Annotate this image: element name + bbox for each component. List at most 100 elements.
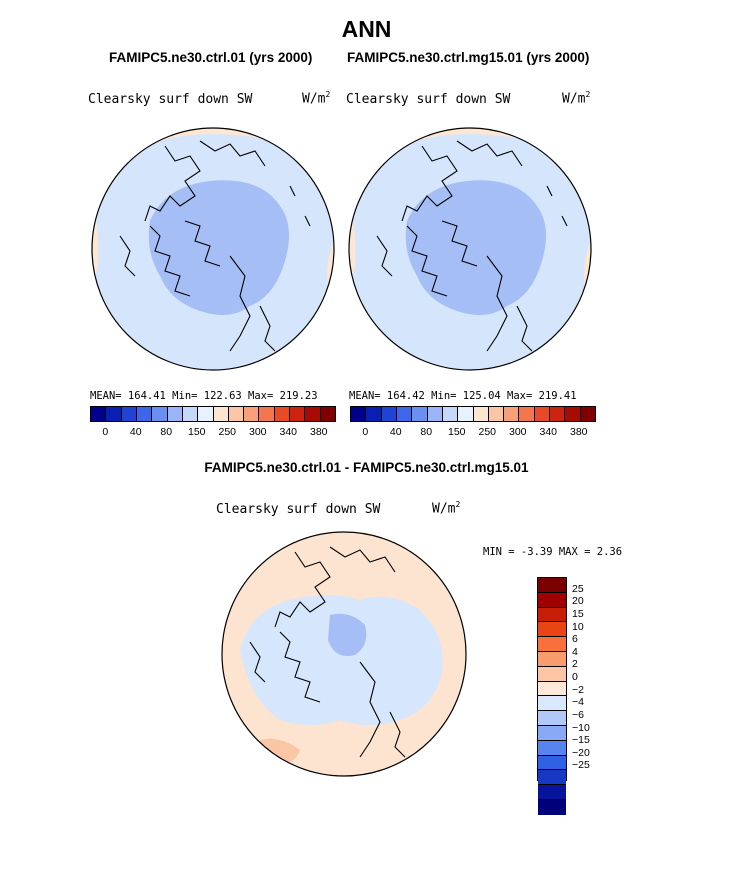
diff-colorbar-tick-label: 10	[572, 620, 584, 633]
diff-variable-label: Clearsky surf down SW	[216, 502, 381, 517]
colorbar-tick-label: 80	[160, 426, 173, 438]
colorbar-swatch	[91, 407, 107, 421]
diff-colorbar-swatch	[538, 578, 566, 593]
panel1-variable-label: Clearsky surf down SW	[88, 92, 253, 107]
panel2-map-border	[348, 127, 592, 371]
diff-colorbar-swatch	[538, 592, 566, 608]
panel2-colorbar-ticks: 0 40 80 150 250 300 340 380	[350, 426, 594, 440]
diff-colorbar-tick-label: −2	[572, 683, 584, 696]
colorbar-swatch	[534, 407, 551, 421]
diff-colorbar-tick-label: 20	[572, 595, 584, 608]
diff-colorbar-swatch	[538, 725, 566, 741]
colorbar-swatch	[167, 407, 183, 421]
colorbar-swatch	[366, 407, 382, 421]
panel2-coastlines	[376, 140, 568, 352]
panel1-polar-map	[91, 127, 335, 371]
colorbar-tick-label: 250	[478, 426, 497, 438]
colorbar-swatch	[228, 407, 245, 421]
diff-colorbar-swatch	[538, 770, 566, 786]
diff-colorbar-tick-label: 4	[572, 645, 578, 658]
colorbar-swatch	[550, 407, 566, 421]
colorbar-swatch	[412, 407, 428, 421]
diff-cool-core	[328, 613, 367, 656]
colorbar-swatch	[259, 407, 275, 421]
colorbar-swatch	[320, 407, 335, 421]
panel1-coastlines	[119, 140, 311, 352]
diff-colorbar	[537, 577, 567, 815]
panel2-variable-label: Clearsky surf down SW	[346, 92, 511, 107]
colorbar-swatch	[442, 407, 459, 421]
diff-colorbar-swatch	[538, 711, 566, 726]
colorbar-tick-label: 150	[447, 426, 466, 438]
figure-title: ANN	[341, 16, 392, 42]
diff-colorbar-ticks: 25 20 15 10 6 4 2 0 −2 −4 −6 −10 −15 −20 −25	[572, 582, 612, 775]
panel2-units: W/m2	[562, 90, 591, 107]
colorbar-tick-label: 0	[102, 426, 109, 438]
diff-coastlines	[249, 546, 406, 758]
diff-polar-map	[221, 531, 467, 777]
diff-cool-region	[240, 595, 443, 725]
colorbar-tick-label: 300	[508, 426, 527, 438]
diff-colorbar-swatch	[538, 622, 566, 638]
diff-colorbar-swatch	[538, 637, 566, 652]
diff-colorbar-swatch	[538, 740, 566, 756]
diff-colorbar-swatch	[538, 666, 566, 682]
colorbar-swatch	[106, 407, 122, 421]
colorbar-swatch	[519, 407, 535, 421]
diff-units: W/m2	[432, 500, 461, 517]
colorbar-tick-label: 340	[279, 426, 298, 438]
colorbar-tick-label: 340	[539, 426, 558, 438]
diff-colorbar-tick-label: 0	[572, 671, 578, 683]
panel1-map-border	[91, 127, 335, 371]
panel1-case-title: FAMIPC5.ne30.ctrl.01 (yrs 2000)	[109, 50, 313, 65]
colorbar-swatch	[473, 407, 489, 421]
colorbar-tick-label: 0	[362, 426, 369, 438]
panel2-polar-map	[348, 127, 592, 371]
diff-colorbar-tick-label: −4	[572, 696, 584, 709]
diff-colorbar-swatch	[538, 651, 566, 667]
colorbar-swatch	[565, 407, 581, 421]
diff-colorbar-tick-label: −6	[572, 708, 584, 721]
colorbar-swatch	[244, 407, 260, 421]
colorbar-swatch	[274, 407, 291, 421]
colorbar-swatch	[396, 407, 413, 421]
colorbar-tick-label: 250	[218, 426, 237, 438]
panel2-colorbar	[350, 406, 596, 422]
colorbar-tick-label: 40	[129, 426, 142, 438]
diff-colorbar-tick-label: −20	[572, 746, 590, 759]
panel1-colorbar	[90, 406, 336, 422]
diff-minmax: MIN = -3.39 MAX = 2.36	[483, 546, 623, 558]
colorbar-swatch	[458, 407, 474, 421]
diff-map-border	[221, 531, 467, 777]
colorbar-tick-label: 40	[389, 426, 402, 438]
diff-colorbar-swatch	[538, 755, 566, 771]
panel1-cold-core	[148, 180, 289, 315]
panel1-colorbar-ticks: 0 40 80 150 250 300 340 380	[90, 426, 334, 440]
panel2-cold-core	[405, 180, 546, 315]
panel1-units: W/m2	[302, 90, 331, 107]
colorbar-swatch	[427, 407, 443, 421]
colorbar-swatch	[213, 407, 229, 421]
colorbar-swatch	[580, 407, 595, 421]
diff-colorbar-tick-label: 25	[572, 582, 584, 595]
diff-colorbar-tick-label: −15	[572, 734, 590, 747]
panel2-stats: MEAN= 164.42 Min= 125.04 Max= 219.41	[349, 390, 577, 402]
colorbar-swatch	[136, 407, 153, 421]
colorbar-tick-label: 300	[248, 426, 267, 438]
colorbar-swatch	[305, 407, 321, 421]
diff-title: FAMIPC5.ne30.ctrl.01 - FAMIPC5.ne30.ctrl…	[204, 460, 529, 475]
colorbar-swatch	[152, 407, 168, 421]
colorbar-swatch	[182, 407, 199, 421]
colorbar-tick-label: 380	[569, 426, 588, 438]
colorbar-tick-label: 380	[309, 426, 328, 438]
diff-colorbar-tick-label: −10	[572, 721, 590, 734]
colorbar-swatch	[121, 407, 137, 421]
diff-colorbar-tick-label: 6	[572, 633, 578, 646]
diff-colorbar-tick-label: 15	[572, 607, 584, 620]
diff-colorbar-swatch	[538, 696, 566, 712]
colorbar-swatch	[198, 407, 214, 421]
colorbar-swatch	[504, 407, 520, 421]
diff-colorbar-swatch	[538, 681, 566, 697]
diff-colorbar-tick-label: −25	[572, 759, 590, 772]
colorbar-tick-label: 80	[420, 426, 433, 438]
